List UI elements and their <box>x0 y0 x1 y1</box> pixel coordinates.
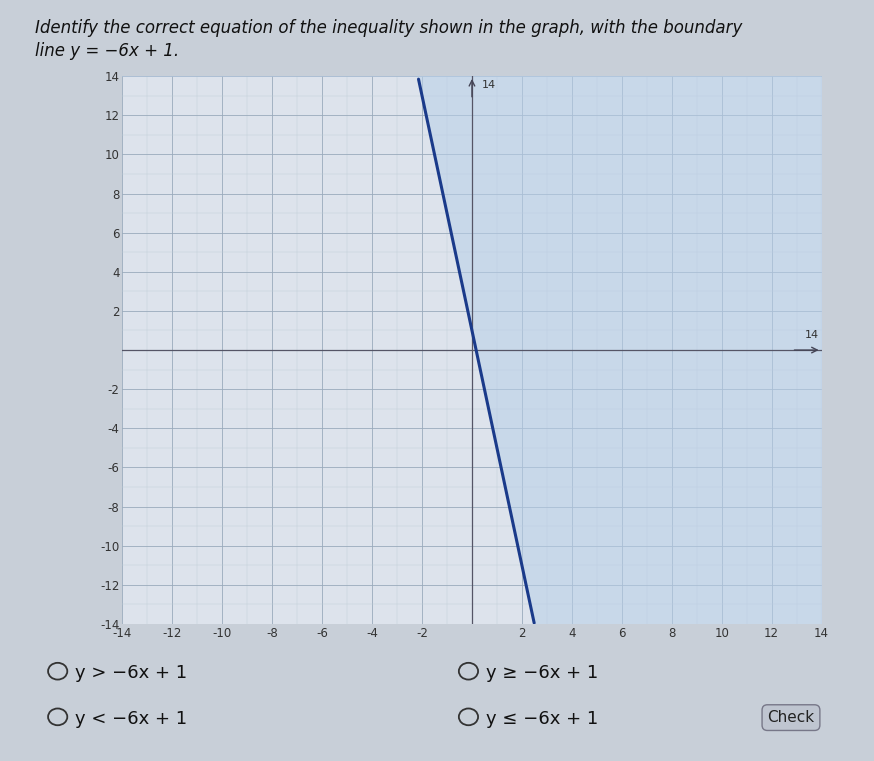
Text: 14: 14 <box>805 330 819 340</box>
Text: y ≥ −6x + 1: y ≥ −6x + 1 <box>486 664 598 683</box>
Text: 14: 14 <box>482 80 496 90</box>
Text: Identify the correct equation of the inequality shown in the graph, with the bou: Identify the correct equation of the ine… <box>35 19 742 37</box>
Text: y < −6x + 1: y < −6x + 1 <box>75 710 187 728</box>
Text: line y = −6x + 1.: line y = −6x + 1. <box>35 42 179 60</box>
Text: y > −6x + 1: y > −6x + 1 <box>75 664 187 683</box>
Text: Check: Check <box>767 710 815 725</box>
Text: y ≤ −6x + 1: y ≤ −6x + 1 <box>486 710 598 728</box>
